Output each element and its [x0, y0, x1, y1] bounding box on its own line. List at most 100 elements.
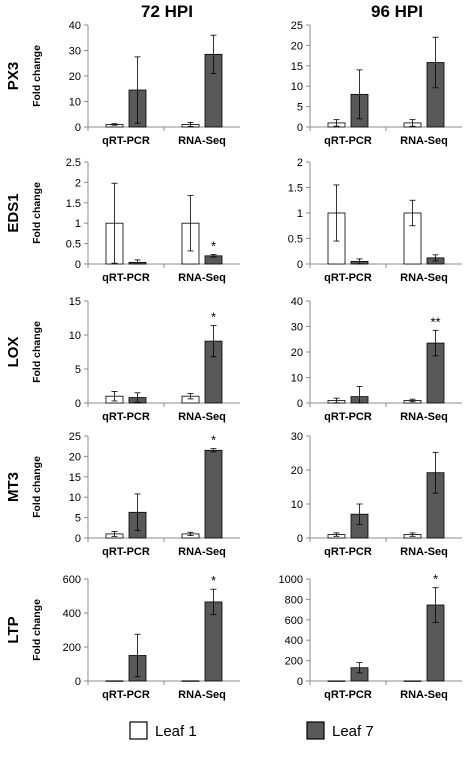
- column-title-72hpi: 72 HPI: [141, 2, 193, 21]
- panel-px3-72hpi: PX3 Fold change 0 10 20 30 40 qRT-PCR RNA-Seq: [5, 20, 240, 147]
- y-tick-label-mt3-96hpi: 20: [291, 465, 303, 477]
- category-label-px3-72hpi: qRT-PCR: [102, 135, 150, 147]
- panel-mt3-72hpi: MT3 Fold change 0 5 10 15 20 25 qRT-PCR RNA-Seq *: [5, 431, 240, 558]
- gene-label-px3: PX3: [5, 62, 22, 90]
- y-tick-label-px3-96hpi: 15: [291, 61, 303, 73]
- significance-marker-eds1-72hpi: *: [211, 239, 216, 254]
- category-label-ltp-72hpi: RNA-Seq: [178, 689, 226, 701]
- significance-marker-ltp-72hpi: *: [211, 573, 216, 588]
- y-tick-label-ltp-72hpi: 200: [63, 642, 81, 654]
- y-tick-label-eds1-96hpi: 0: [297, 259, 303, 271]
- y-tick-label-px3-72hpi: 10: [69, 97, 81, 109]
- y-tick-label-lox-96hpi: 10: [291, 373, 303, 385]
- category-label-ltp-72hpi: qRT-PCR: [102, 689, 150, 701]
- category-label-ltp-96hpi: RNA-Seq: [400, 689, 448, 701]
- y-tick-label-eds1-96hpi: 1: [297, 208, 303, 220]
- y-tick-label-eds1-72hpi: 1: [75, 218, 81, 230]
- category-label-px3-96hpi: qRT-PCR: [324, 135, 372, 147]
- y-tick-label-ltp-72hpi: 400: [63, 608, 81, 620]
- y-tick-label-ltp-72hpi: 0: [75, 676, 81, 688]
- y-tick-label-mt3-72hpi: 15: [69, 472, 81, 484]
- legend: Leaf 1 Leaf 7: [129, 721, 374, 740]
- category-label-px3-72hpi: RNA-Seq: [178, 135, 226, 147]
- y-tick-label-mt3-96hpi: 30: [291, 431, 303, 443]
- y-tick-label-px3-72hpi: 0: [75, 122, 81, 134]
- y-tick-label-mt3-72hpi: 20: [69, 451, 81, 463]
- y-axis-label-lox-72hpi: Fold change: [31, 321, 43, 383]
- panel-px3-96hpi: 0 5 10 15 20 25 qRT-PCR RNA-Seq: [291, 20, 462, 147]
- panel-eds1-72hpi: EDS1 Fold change 0 0.5 1 1.5 2 2.5 qRT-PCR RNA-Se…: [5, 157, 240, 284]
- gene-label-lox: LOX: [5, 337, 22, 368]
- category-label-eds1-72hpi: qRT-PCR: [102, 272, 150, 284]
- y-tick-label-eds1-96hpi: 0.5: [288, 234, 303, 246]
- category-label-eds1-96hpi: qRT-PCR: [324, 272, 372, 284]
- category-label-mt3-96hpi: RNA-Seq: [400, 546, 448, 558]
- category-label-eds1-96hpi: RNA-Seq: [400, 272, 448, 284]
- bar-mt3-72hpi-rnaseq-leaf7: [204, 449, 223, 539]
- y-tick-label-mt3-72hpi: 10: [69, 492, 81, 504]
- y-tick-label-eds1-72hpi: 1.5: [66, 198, 81, 210]
- legend-label-leaf1: Leaf 1: [155, 723, 197, 740]
- y-tick-label-ltp-96hpi: 800: [285, 594, 303, 606]
- significance-marker-ltp-96hpi: *: [433, 572, 438, 587]
- y-tick-label-eds1-96hpi: 2: [297, 157, 303, 169]
- y-tick-label-lox-96hpi: 0: [297, 398, 303, 410]
- y-tick-label-px3-96hpi: 25: [291, 20, 303, 32]
- y-tick-label-px3-72hpi: 30: [69, 46, 81, 58]
- significance-marker-lox-96hpi: **: [430, 314, 440, 329]
- panel-mt3-96hpi: 0 10 20 30 qRT-PCR RNA-Seq: [291, 431, 462, 558]
- bar-ltp-72hpi-qrtpcr-leaf1: [105, 680, 124, 682]
- y-axis-label-mt3-72hpi: Fold change: [31, 456, 43, 518]
- y-tick-label-px3-72hpi: 20: [69, 71, 81, 83]
- category-label-mt3-96hpi: qRT-PCR: [324, 546, 372, 558]
- y-tick-label-px3-96hpi: 0: [297, 122, 303, 134]
- y-tick-label-mt3-96hpi: 10: [291, 499, 303, 511]
- y-tick-label-px3-96hpi: 20: [291, 40, 303, 52]
- y-tick-label-ltp-96hpi: 600: [285, 615, 303, 627]
- legend-swatch-leaf7: [306, 721, 325, 740]
- bar-ltp-96hpi-qrtpcr-leaf1: [327, 680, 346, 682]
- y-tick-label-lox-72hpi: 0: [75, 398, 81, 410]
- significance-marker-mt3-72hpi: *: [211, 433, 216, 448]
- category-label-ltp-96hpi: qRT-PCR: [324, 689, 372, 701]
- y-tick-label-ltp-96hpi: 1000: [279, 574, 303, 586]
- significance-marker-lox-72hpi: *: [211, 309, 216, 324]
- y-tick-label-eds1-96hpi: 1.5: [288, 183, 303, 195]
- category-label-mt3-72hpi: RNA-Seq: [178, 546, 226, 558]
- y-tick-label-lox-96hpi: 40: [291, 296, 303, 308]
- y-axis-label-px3-72hpi: Fold change: [31, 45, 43, 107]
- y-tick-label-px3-72hpi: 40: [69, 20, 81, 32]
- panel-ltp-72hpi: LTP Fold change 0 200 400 600 qRT-PCR RNA-Seq *: [5, 573, 240, 701]
- y-tick-label-ltp-96hpi: 0: [297, 676, 303, 688]
- y-tick-label-mt3-72hpi: 0: [75, 533, 81, 545]
- category-label-lox-96hpi: qRT-PCR: [324, 411, 372, 423]
- gene-label-ltp: LTP: [5, 616, 22, 643]
- category-label-lox-72hpi: RNA-Seq: [178, 411, 226, 423]
- y-tick-label-px3-96hpi: 10: [291, 81, 303, 93]
- y-axis-label-ltp-72hpi: Fold change: [31, 599, 43, 661]
- gene-label-mt3: MT3: [5, 472, 22, 502]
- bar-ltp-72hpi-rnaseq-leaf1: [181, 680, 200, 682]
- y-tick-label-lox-72hpi: 10: [69, 330, 81, 342]
- y-tick-label-lox-72hpi: 15: [69, 296, 81, 308]
- y-tick-label-mt3-72hpi: 25: [69, 431, 81, 443]
- gene-label-eds1: EDS1: [5, 193, 22, 232]
- category-label-lox-72hpi: qRT-PCR: [102, 411, 150, 423]
- panel-lox-96hpi: 0 10 20 30 40 qRT-PCR RNA-Seq **: [291, 296, 462, 423]
- category-label-px3-96hpi: RNA-Seq: [400, 135, 448, 147]
- panel-ltp-96hpi: 0 200 400 600 800 1000 qRT-PCR RNA-Seq *: [279, 572, 462, 701]
- panel-lox-72hpi: LOX Fold change 0 5 10 15 qRT-PCR RNA-Seq *: [5, 296, 240, 423]
- y-tick-label-mt3-72hpi: 5: [75, 513, 81, 525]
- category-label-mt3-72hpi: qRT-PCR: [102, 546, 150, 558]
- y-tick-label-eds1-72hpi: 0: [75, 259, 81, 271]
- y-tick-label-ltp-72hpi: 600: [63, 574, 81, 586]
- panel-eds1-96hpi: 0 0.5 1 1.5 2 qRT-PCR RNA-Seq: [288, 157, 462, 284]
- y-axis-label-eds1-72hpi: Fold change: [31, 182, 43, 244]
- y-tick-label-eds1-72hpi: 0.5: [66, 239, 81, 251]
- y-tick-label-ltp-96hpi: 400: [285, 635, 303, 647]
- category-label-lox-96hpi: RNA-Seq: [400, 411, 448, 423]
- legend-label-leaf7: Leaf 7: [332, 723, 374, 740]
- y-tick-label-eds1-72hpi: 2.5: [66, 157, 81, 169]
- legend-swatch-leaf1: [129, 721, 148, 740]
